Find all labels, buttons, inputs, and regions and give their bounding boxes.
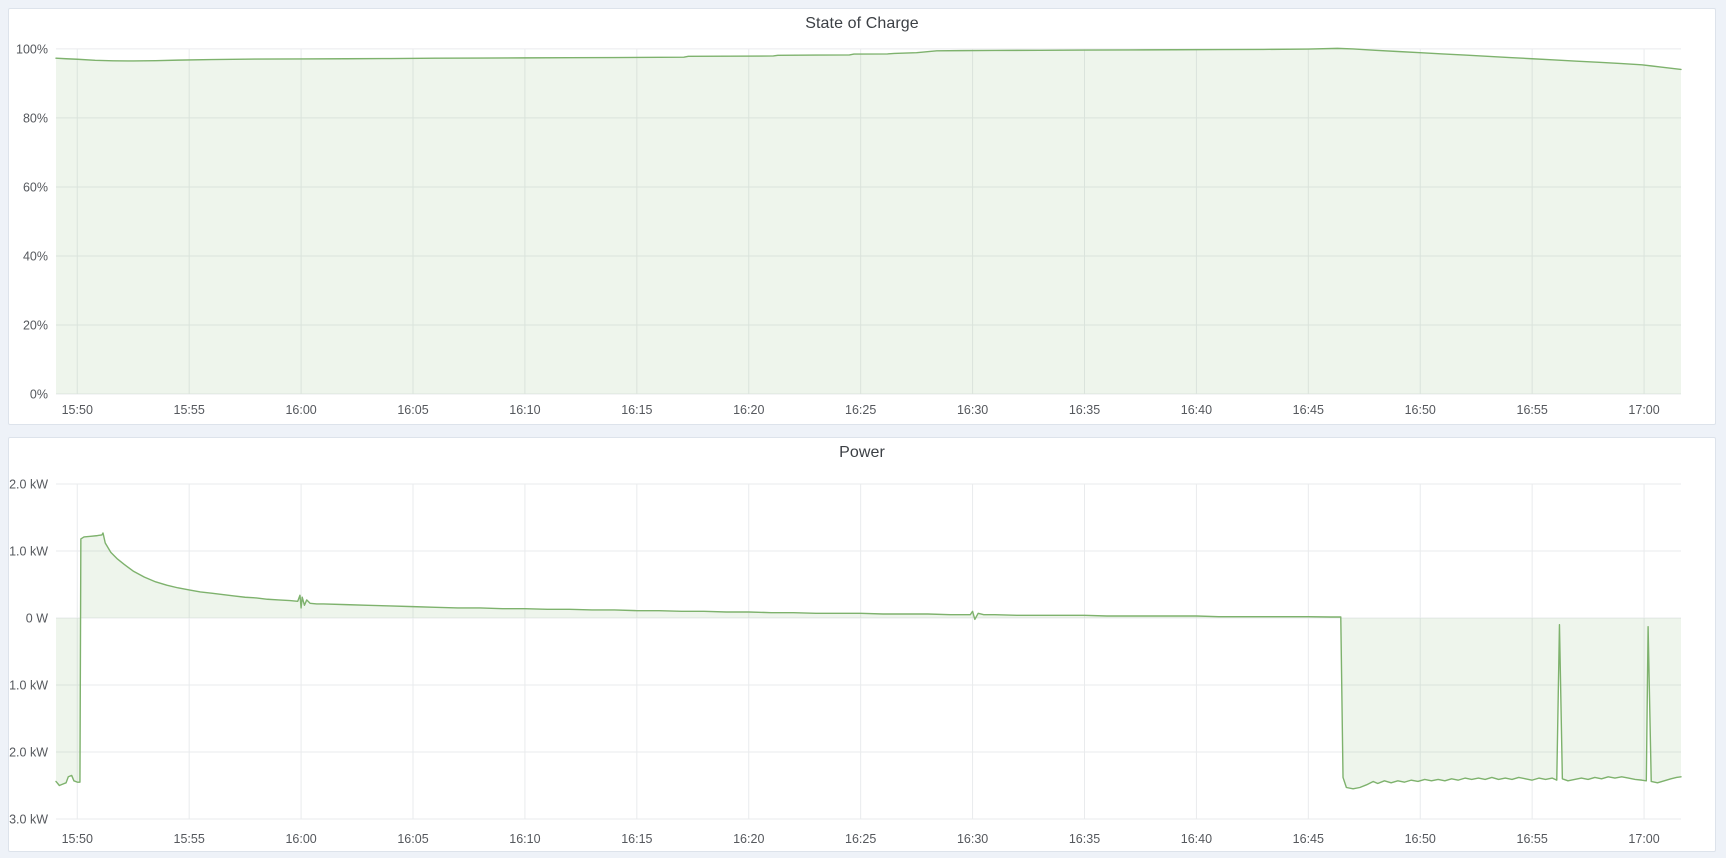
grid-lines <box>56 48 1681 395</box>
svg-text:16:20: 16:20 <box>733 403 764 417</box>
x-axis-labels: 15:50 15:55 16:00 16:05 16:10 16:15 16:20 16:25… <box>62 403 1660 417</box>
series-area <box>56 532 1681 789</box>
svg-text:80%: 80% <box>23 111 48 125</box>
svg-text:2.0 kW: 2.0 kW <box>9 478 48 492</box>
soc-panel: State of Charge 0% 20% 40% 60% 80% 100% 15:50 1… <box>8 8 1716 425</box>
soc-chart[interactable]: 0% 20% 40% 60% 80% 100% 15:50 15:55 16:00 16:05 16… <box>9 9 1715 424</box>
svg-text:16:35: 16:35 <box>1069 403 1100 417</box>
svg-text:20%: 20% <box>23 318 48 332</box>
power-panel-title[interactable]: Power <box>839 444 885 461</box>
svg-text:16:25: 16:25 <box>845 832 876 846</box>
svg-text:16:25: 16:25 <box>845 403 876 417</box>
svg-text:60%: 60% <box>23 180 48 194</box>
svg-text:16:45: 16:45 <box>1293 403 1324 417</box>
svg-text:17:00: 17:00 <box>1628 832 1659 846</box>
svg-text:-1.0 kW: -1.0 kW <box>9 679 48 693</box>
svg-text:15:55: 15:55 <box>174 403 205 417</box>
svg-text:15:50: 15:50 <box>62 832 93 846</box>
svg-text:-2.0 kW: -2.0 kW <box>9 745 48 759</box>
svg-text:16:00: 16:00 <box>285 832 316 846</box>
y-axis-labels: -3.0 kW -2.0 kW -1.0 kW 0 W 1.0 kW 2.0 kW <box>9 478 48 827</box>
svg-text:16:30: 16:30 <box>957 403 988 417</box>
svg-text:16:15: 16:15 <box>621 403 652 417</box>
svg-text:15:55: 15:55 <box>174 832 205 846</box>
series-area <box>56 48 1681 394</box>
svg-text:16:15: 16:15 <box>621 832 652 846</box>
svg-text:15:50: 15:50 <box>62 403 93 417</box>
series-line <box>55 47 1682 71</box>
svg-text:16:20: 16:20 <box>733 832 764 846</box>
svg-text:16:10: 16:10 <box>509 832 540 846</box>
svg-text:16:00: 16:00 <box>285 403 316 417</box>
svg-text:16:05: 16:05 <box>397 403 428 417</box>
svg-text:16:50: 16:50 <box>1405 403 1436 417</box>
svg-text:17:00: 17:00 <box>1628 403 1659 417</box>
svg-text:1.0 kW: 1.0 kW <box>9 545 48 559</box>
power-panel: Power -3.0 kW -2.0 kW -1.0 kW 0 W 1.0 kW 2.0 … <box>8 437 1716 852</box>
svg-text:16:55: 16:55 <box>1517 403 1548 417</box>
grid-lines <box>56 483 1681 820</box>
svg-text:16:35: 16:35 <box>1069 832 1100 846</box>
svg-text:16:40: 16:40 <box>1181 403 1212 417</box>
soc-panel-title[interactable]: State of Charge <box>805 15 919 32</box>
series-line <box>55 532 1682 790</box>
svg-text:100%: 100% <box>16 42 48 56</box>
svg-text:16:45: 16:45 <box>1293 832 1324 846</box>
svg-text:16:55: 16:55 <box>1517 832 1548 846</box>
svg-text:0 W: 0 W <box>26 612 48 626</box>
svg-text:16:50: 16:50 <box>1405 832 1436 846</box>
svg-text:0%: 0% <box>30 388 48 402</box>
svg-text:40%: 40% <box>23 249 48 263</box>
y-axis-labels: 0% 20% 40% 60% 80% 100% <box>16 42 48 401</box>
power-chart[interactable]: -3.0 kW -2.0 kW -1.0 kW 0 W 1.0 kW 2.0 kW 15:5… <box>9 438 1715 851</box>
svg-text:-3.0 kW: -3.0 kW <box>9 812 48 826</box>
svg-text:16:30: 16:30 <box>957 832 988 846</box>
svg-text:16:10: 16:10 <box>509 403 540 417</box>
svg-text:16:40: 16:40 <box>1181 832 1212 846</box>
x-axis-labels: 15:50 15:55 16:00 16:05 16:10 16:15 16:20 16:25… <box>62 832 1660 846</box>
svg-text:16:05: 16:05 <box>397 832 428 846</box>
